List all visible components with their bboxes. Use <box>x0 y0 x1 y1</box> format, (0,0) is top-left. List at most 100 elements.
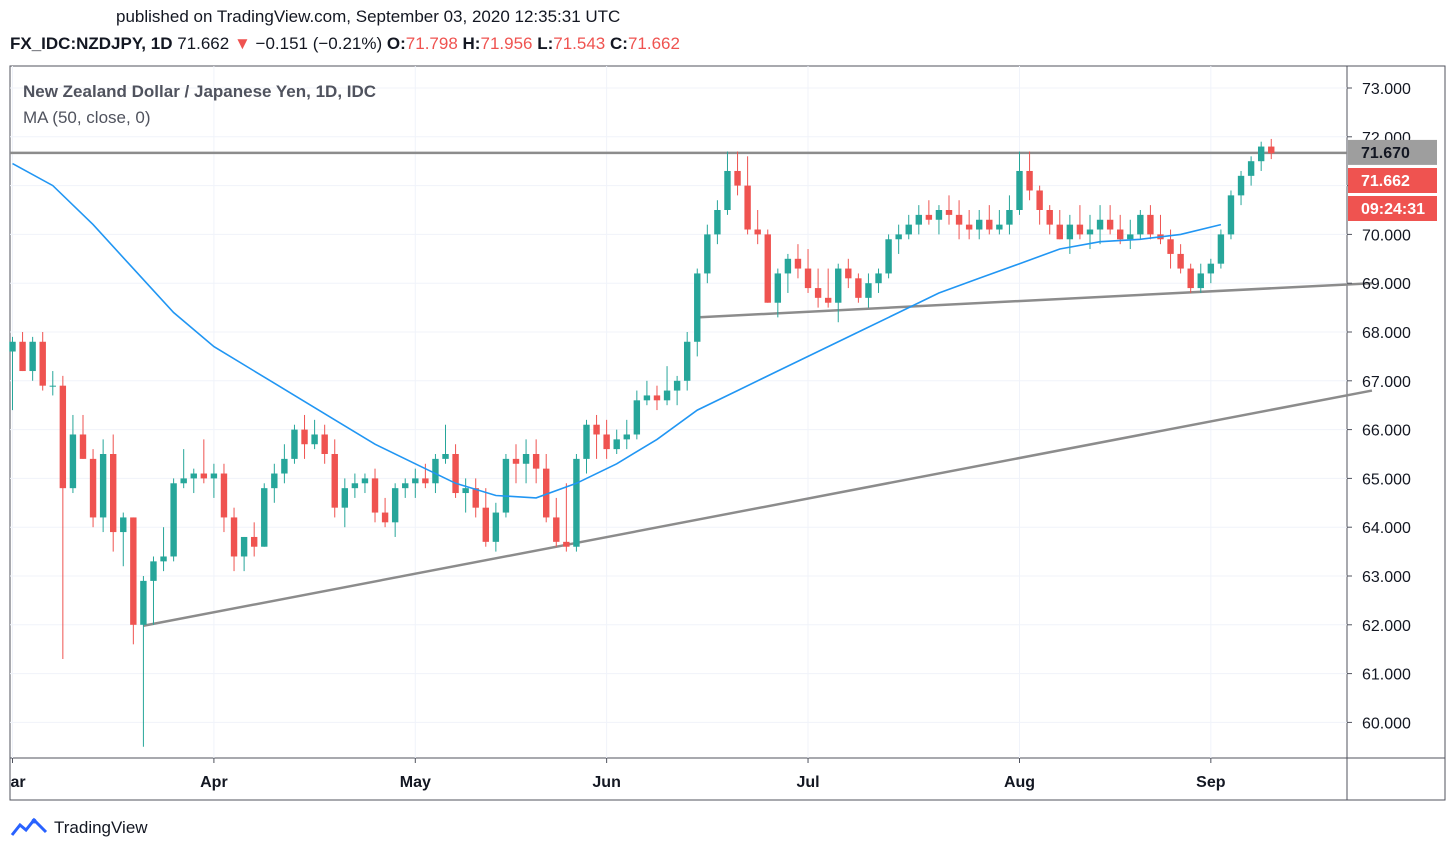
candle[interactable] <box>150 556 157 625</box>
candle[interactable] <box>573 454 580 552</box>
candle[interactable] <box>986 205 993 235</box>
candle[interactable] <box>130 517 137 645</box>
candle[interactable] <box>180 449 187 489</box>
candle[interactable] <box>814 268 822 308</box>
candle[interactable] <box>1046 205 1053 235</box>
candle[interactable] <box>1096 205 1104 245</box>
candle[interactable] <box>472 478 479 518</box>
candle[interactable] <box>160 527 167 572</box>
candle[interactable] <box>623 419 630 450</box>
candle[interactable] <box>39 332 46 391</box>
candle[interactable] <box>754 210 761 245</box>
candle[interactable] <box>301 414 308 459</box>
candle[interactable] <box>402 478 409 498</box>
candle[interactable] <box>543 454 550 523</box>
candle[interactable] <box>653 385 661 411</box>
candle[interactable] <box>613 429 620 454</box>
candle[interactable] <box>412 468 419 498</box>
candle[interactable] <box>59 375 67 659</box>
candle[interactable] <box>361 473 369 494</box>
candle[interactable] <box>794 244 802 279</box>
candle[interactable] <box>170 478 177 562</box>
candle[interactable] <box>1217 229 1225 269</box>
candle[interactable] <box>1137 210 1144 240</box>
candle[interactable] <box>1237 170 1245 206</box>
candle[interactable] <box>49 371 56 396</box>
candle[interactable] <box>140 576 147 747</box>
candle[interactable] <box>110 434 117 552</box>
candle[interactable] <box>885 234 892 279</box>
candle[interactable] <box>271 463 278 503</box>
candle[interactable] <box>291 424 298 464</box>
candle[interactable] <box>764 229 771 303</box>
candle[interactable] <box>391 483 399 537</box>
candle[interactable] <box>905 214 912 240</box>
candle[interactable] <box>1106 205 1114 235</box>
candle[interactable] <box>1117 214 1124 245</box>
candle[interactable] <box>784 253 792 293</box>
candle[interactable] <box>1177 244 1184 274</box>
candle[interactable] <box>694 268 701 357</box>
candle[interactable] <box>1006 195 1013 235</box>
candle[interactable] <box>1207 258 1215 284</box>
candle[interactable] <box>683 332 691 391</box>
candle[interactable] <box>371 468 379 523</box>
candle[interactable] <box>663 366 671 406</box>
candle[interactable] <box>190 468 197 494</box>
candle[interactable] <box>724 151 731 215</box>
candle[interactable] <box>250 522 258 557</box>
candle[interactable] <box>351 473 359 498</box>
candle[interactable] <box>1127 219 1134 250</box>
candle[interactable] <box>230 507 238 572</box>
candle[interactable] <box>714 200 721 245</box>
candle[interactable] <box>311 419 318 450</box>
candle[interactable] <box>704 224 711 284</box>
candle[interactable] <box>1026 151 1033 201</box>
candle[interactable] <box>875 268 882 293</box>
candle[interactable] <box>935 205 943 235</box>
candle[interactable] <box>824 268 832 308</box>
candle[interactable] <box>1056 210 1063 240</box>
brand-footer[interactable]: TradingView <box>10 817 148 839</box>
candle[interactable] <box>1147 205 1154 240</box>
candle[interactable] <box>120 512 127 567</box>
candle[interactable] <box>593 414 600 459</box>
candle[interactable] <box>925 200 933 225</box>
candle[interactable] <box>341 478 349 528</box>
candle[interactable] <box>522 439 530 484</box>
candle[interactable] <box>1076 205 1084 240</box>
candle[interactable] <box>915 205 922 235</box>
candle[interactable] <box>512 444 520 484</box>
candle[interactable] <box>89 449 97 528</box>
candle[interactable] <box>1036 185 1043 225</box>
candle[interactable] <box>200 439 208 484</box>
candle[interactable] <box>442 424 449 464</box>
candle[interactable] <box>804 249 812 293</box>
candle[interactable] <box>855 273 862 303</box>
candle[interactable] <box>1187 263 1194 293</box>
candle[interactable] <box>563 483 570 552</box>
candle[interactable] <box>734 151 741 196</box>
candle[interactable] <box>452 444 459 498</box>
candle[interactable] <box>845 258 852 289</box>
candle[interactable] <box>482 488 489 547</box>
candle[interactable] <box>945 195 953 225</box>
candle[interactable] <box>321 424 328 464</box>
candle[interactable] <box>1157 214 1164 245</box>
candle[interactable] <box>865 273 872 308</box>
candle[interactable] <box>643 380 651 406</box>
candle[interactable] <box>1016 151 1023 215</box>
candle[interactable] <box>583 419 590 474</box>
candle[interactable] <box>744 156 751 235</box>
candle[interactable] <box>19 332 26 372</box>
candle[interactable] <box>774 268 782 318</box>
candle[interactable] <box>69 414 77 494</box>
candle[interactable] <box>673 375 681 406</box>
candle[interactable] <box>532 439 540 484</box>
candle[interactable] <box>261 483 268 547</box>
candle[interactable] <box>955 200 963 240</box>
candle[interactable] <box>633 390 641 440</box>
candle[interactable] <box>381 497 389 528</box>
candle[interactable] <box>29 336 36 381</box>
